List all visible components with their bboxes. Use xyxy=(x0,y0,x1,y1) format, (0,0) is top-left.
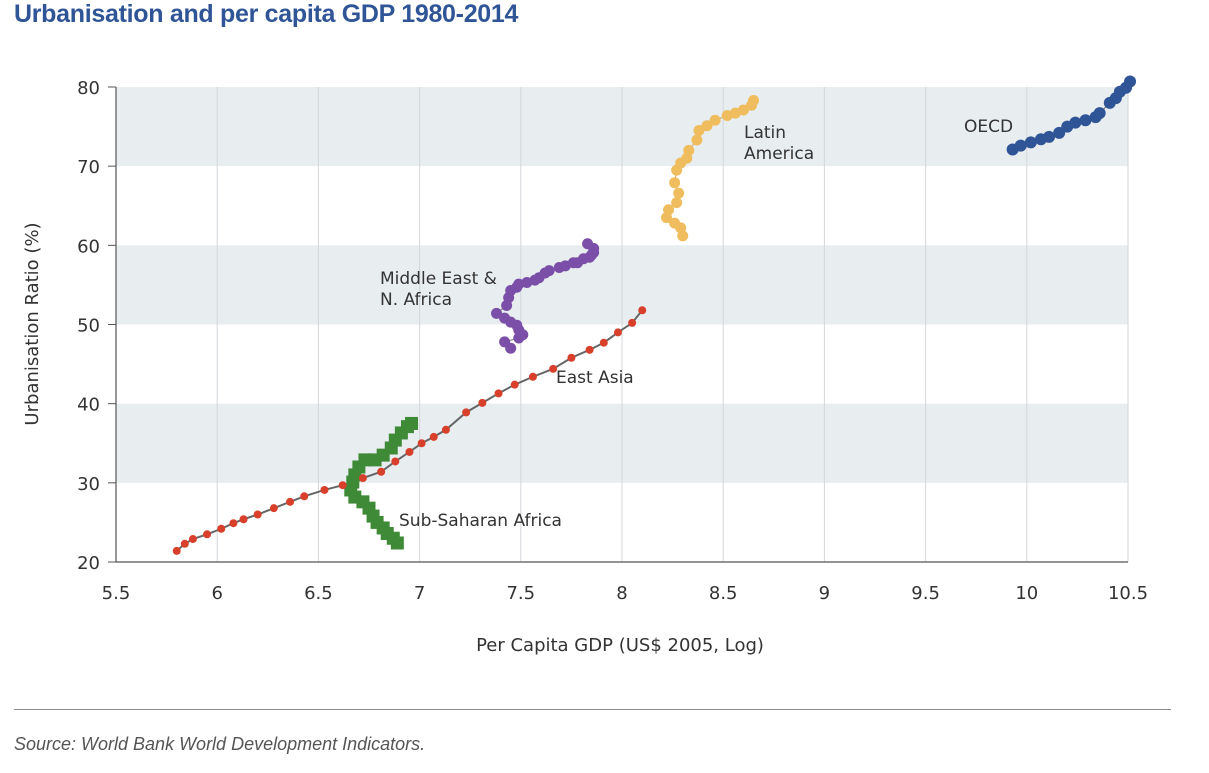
y-tick-label: 70 xyxy=(77,157,100,178)
east-asia-point xyxy=(417,439,426,448)
x-axis-label: Per Capita GDP (US$ 2005, Log) xyxy=(476,635,764,656)
y-tick-label: 80 xyxy=(77,78,100,99)
source-note: Source: World Bank World Development Ind… xyxy=(14,734,426,754)
east-asia-point xyxy=(528,372,537,381)
mena-point xyxy=(499,336,511,348)
east-asia-point xyxy=(549,364,558,373)
x-tick-label: 8.5 xyxy=(709,583,738,604)
x-tick-label: 7.5 xyxy=(506,583,535,604)
oecd-point xyxy=(1069,116,1082,129)
latin-america-point xyxy=(737,104,749,116)
latin-america-point xyxy=(691,134,703,146)
east-asia-point xyxy=(320,485,329,494)
mena-point xyxy=(499,312,511,324)
latin-america-point xyxy=(683,144,695,156)
east-asia-point xyxy=(391,457,400,466)
series-layer xyxy=(172,75,1137,555)
east-asia-point xyxy=(286,497,295,506)
east-asia-point xyxy=(229,519,238,528)
x-tick-label: 10.5 xyxy=(1108,583,1148,604)
y-ticks: 20 30 40 50 60 70 80 xyxy=(77,78,116,574)
latin-america-point xyxy=(669,217,681,229)
chart-title: Urbanisation and per capita GDP 1980-201… xyxy=(14,0,519,28)
oecd-point xyxy=(1093,107,1106,120)
east-asia-point xyxy=(203,530,212,539)
latin-america-point xyxy=(709,114,721,126)
footer-divider xyxy=(14,709,1171,710)
mena-point xyxy=(543,265,555,277)
east-asia-point xyxy=(429,432,438,441)
oecd-point xyxy=(1014,139,1027,152)
y-tick-label: 50 xyxy=(77,316,100,337)
east-asia-point xyxy=(239,515,248,524)
east-asia-point xyxy=(358,474,367,483)
latin-america-point xyxy=(669,177,681,189)
east-asia-point xyxy=(628,318,637,327)
east-asia-point xyxy=(613,328,622,337)
vertical-gridlines xyxy=(216,87,1129,562)
x-tick-label: 5.5 xyxy=(102,583,131,604)
east-asia-point xyxy=(441,425,450,434)
east-asia-point xyxy=(585,345,594,354)
east-asia-point xyxy=(180,539,189,548)
label-oecd: OECD xyxy=(964,117,1013,137)
east-asia-point xyxy=(494,389,503,398)
mena-point xyxy=(491,307,503,319)
latin-america-point xyxy=(701,120,713,132)
label-mena: Middle East & N. Africa xyxy=(380,269,497,310)
east-asia-point xyxy=(405,447,414,456)
east-asia-point xyxy=(300,492,309,501)
oecd-point xyxy=(1024,136,1037,149)
y-axis-label: Urbanisation Ratio (%) xyxy=(22,222,43,425)
scatter-chart: 20 30 40 50 60 70 80 5.5 6 6.5 7 7.5 8 8.5 9 9.5 10 10.5… xyxy=(22,75,1148,656)
x-tick-label: 9.5 xyxy=(911,583,940,604)
east-asia-point xyxy=(188,535,197,544)
sub-saharan-africa-point xyxy=(405,416,419,430)
east-asia-point xyxy=(338,481,347,490)
latin-america-point xyxy=(693,125,705,137)
x-tick-label: 7 xyxy=(414,583,425,604)
y-tick-label: 30 xyxy=(77,474,100,495)
x-tick-label: 8 xyxy=(616,583,627,604)
mena-point xyxy=(582,238,594,250)
x-tick-label: 9 xyxy=(819,583,830,604)
x-tick-label: 6.5 xyxy=(304,583,333,604)
oecd-point xyxy=(1079,114,1092,127)
east-asia-point xyxy=(478,398,487,407)
x-tick-label: 6 xyxy=(211,583,222,604)
latin-america-point xyxy=(748,94,760,106)
east-asia-point xyxy=(599,338,608,347)
label-east-asia: East Asia xyxy=(556,368,634,388)
x-ticks: 5.5 6 6.5 7 7.5 8 8.5 9 9.5 10 10.5 xyxy=(102,583,1148,604)
latin-america-point xyxy=(673,187,685,199)
east-asia-point xyxy=(638,306,647,315)
east-asia-point xyxy=(567,353,576,362)
east-asia-point xyxy=(510,380,519,389)
oecd-point xyxy=(1043,130,1056,143)
oecd-point xyxy=(1124,75,1137,88)
oecd-point xyxy=(1053,126,1066,139)
label-sub-saharan-africa: Sub-Saharan Africa xyxy=(399,511,562,531)
sub-saharan-africa-point xyxy=(358,453,372,467)
latin-america-point xyxy=(663,204,675,216)
series-labels: OECD Latin America Middle East & N. Africa… xyxy=(380,117,1013,531)
east-asia-point xyxy=(462,408,471,417)
east-asia-point xyxy=(172,546,181,555)
east-asia-point xyxy=(217,524,226,533)
y-tick-label: 20 xyxy=(77,553,100,574)
label-latin-america: Latin America xyxy=(744,123,814,164)
y-tick-label: 60 xyxy=(77,236,100,257)
east-asia-point xyxy=(253,510,262,519)
east-asia-point xyxy=(269,504,278,513)
latin-america-point xyxy=(671,197,683,209)
x-tick-label: 10 xyxy=(1015,583,1038,604)
east-asia-point xyxy=(377,467,386,476)
y-tick-label: 40 xyxy=(77,395,100,416)
